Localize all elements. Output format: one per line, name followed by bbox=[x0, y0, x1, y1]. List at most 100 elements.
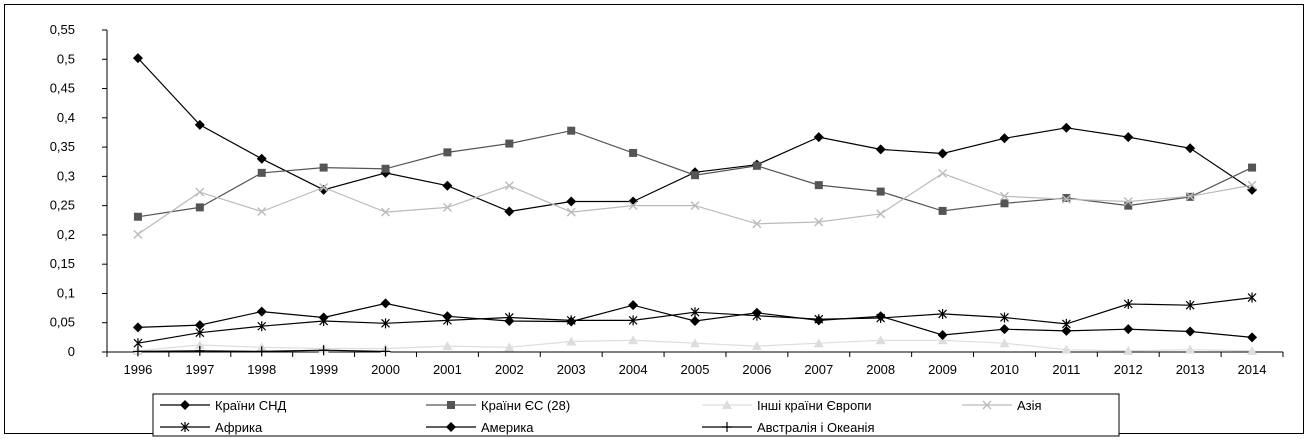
x-tick-label: 1997 bbox=[185, 362, 214, 377]
series-2 bbox=[133, 126, 1257, 221]
data-point bbox=[1000, 199, 1009, 208]
data-point bbox=[442, 202, 452, 212]
data-point bbox=[875, 335, 886, 345]
data-point bbox=[1061, 325, 1072, 336]
data-point bbox=[256, 153, 267, 164]
x-tick-label: 2006 bbox=[742, 362, 771, 377]
data-point bbox=[194, 320, 205, 331]
data-point bbox=[319, 182, 329, 192]
data-point bbox=[132, 322, 143, 333]
x-tick-label: 2004 bbox=[619, 362, 648, 377]
data-point bbox=[875, 311, 886, 322]
data-point bbox=[813, 315, 824, 326]
x-tick-label: 2005 bbox=[681, 362, 710, 377]
legend-entry: Країни СНД bbox=[160, 398, 286, 413]
data-point bbox=[1247, 180, 1257, 190]
x-tick-label: 1999 bbox=[309, 362, 338, 377]
data-point bbox=[938, 308, 948, 319]
data-point bbox=[256, 306, 267, 317]
data-point bbox=[691, 171, 699, 180]
data-point bbox=[876, 209, 886, 219]
x-tick-label: 2012 bbox=[1114, 362, 1143, 377]
legend-marker bbox=[180, 422, 190, 432]
legend-marker bbox=[722, 422, 732, 432]
data-point bbox=[566, 196, 577, 207]
data-point bbox=[504, 181, 514, 191]
data-point bbox=[1000, 312, 1009, 323]
data-point bbox=[690, 201, 700, 211]
series-layer bbox=[132, 53, 1258, 357]
legend-entry: Африка bbox=[160, 420, 263, 435]
legend-entry: Америка bbox=[426, 420, 534, 435]
data-point bbox=[194, 345, 205, 356]
legend-label: Азія bbox=[1017, 398, 1042, 413]
data-point bbox=[194, 339, 205, 349]
legend-box bbox=[152, 393, 1120, 437]
legend-marker bbox=[982, 400, 992, 410]
series-1 bbox=[132, 53, 1258, 217]
data-point bbox=[690, 315, 700, 326]
data-point bbox=[628, 201, 638, 211]
series-6 bbox=[132, 298, 1258, 343]
data-point bbox=[999, 338, 1010, 348]
data-point bbox=[1123, 197, 1133, 207]
legend-marker bbox=[446, 422, 456, 432]
data-point bbox=[504, 315, 515, 326]
data-point bbox=[133, 212, 142, 221]
data-point bbox=[1185, 143, 1196, 154]
data-point bbox=[1185, 191, 1195, 201]
data-point bbox=[1247, 292, 1257, 303]
data-point bbox=[1247, 345, 1258, 355]
data-point bbox=[442, 341, 453, 351]
data-point bbox=[195, 203, 204, 212]
data-point bbox=[1185, 344, 1196, 354]
data-point bbox=[257, 321, 267, 332]
legend-label: Країни ЄС (28) bbox=[481, 398, 570, 413]
data-point bbox=[999, 133, 1010, 144]
data-point bbox=[1124, 201, 1133, 210]
data-point bbox=[751, 307, 762, 318]
x-tick-label: 2014 bbox=[1238, 362, 1267, 377]
legend-label: Країни СНД bbox=[215, 398, 286, 413]
data-point bbox=[628, 315, 638, 326]
legend-label: Австралія і Океанія bbox=[757, 420, 874, 435]
data-point bbox=[381, 164, 390, 173]
data-point bbox=[752, 161, 761, 170]
data-point bbox=[1248, 163, 1257, 172]
data-point bbox=[999, 191, 1009, 201]
y-tick-label: 0,35 bbox=[50, 139, 75, 154]
legend-entry: Австралія і Океанія bbox=[702, 420, 874, 435]
data-point bbox=[1123, 345, 1134, 355]
y-tick-label: 0,3 bbox=[57, 168, 75, 183]
x-tick-label: 2007 bbox=[804, 362, 833, 377]
x-tick-label: 2000 bbox=[371, 362, 400, 377]
data-point bbox=[318, 345, 329, 356]
data-point bbox=[938, 206, 947, 215]
x-tick-label: 2002 bbox=[495, 362, 524, 377]
data-point bbox=[442, 180, 453, 191]
data-point bbox=[132, 53, 143, 64]
legend-label: Америка bbox=[481, 420, 534, 435]
data-point bbox=[257, 206, 267, 216]
data-point bbox=[443, 148, 452, 157]
data-point bbox=[1062, 194, 1071, 203]
y-tick-label: 0,1 bbox=[57, 285, 75, 300]
legend: Країни СНД Країни ЄС (28) Інші країни Євро… bbox=[152, 393, 1120, 437]
data-point bbox=[319, 163, 328, 172]
data-point bbox=[318, 312, 329, 323]
data-point bbox=[566, 316, 577, 327]
data-point bbox=[690, 338, 700, 348]
data-point bbox=[751, 341, 762, 351]
data-point bbox=[629, 148, 638, 157]
data-point bbox=[567, 126, 576, 135]
y-tick-label: 0,45 bbox=[50, 81, 75, 96]
series-line bbox=[137, 57, 1253, 213]
data-point bbox=[1247, 332, 1258, 343]
data-point bbox=[628, 300, 639, 311]
data-point bbox=[380, 346, 391, 357]
data-point bbox=[442, 311, 453, 322]
data-point bbox=[1061, 122, 1072, 133]
data-point bbox=[752, 219, 762, 229]
data-point bbox=[1061, 344, 1072, 354]
data-point bbox=[628, 335, 639, 345]
